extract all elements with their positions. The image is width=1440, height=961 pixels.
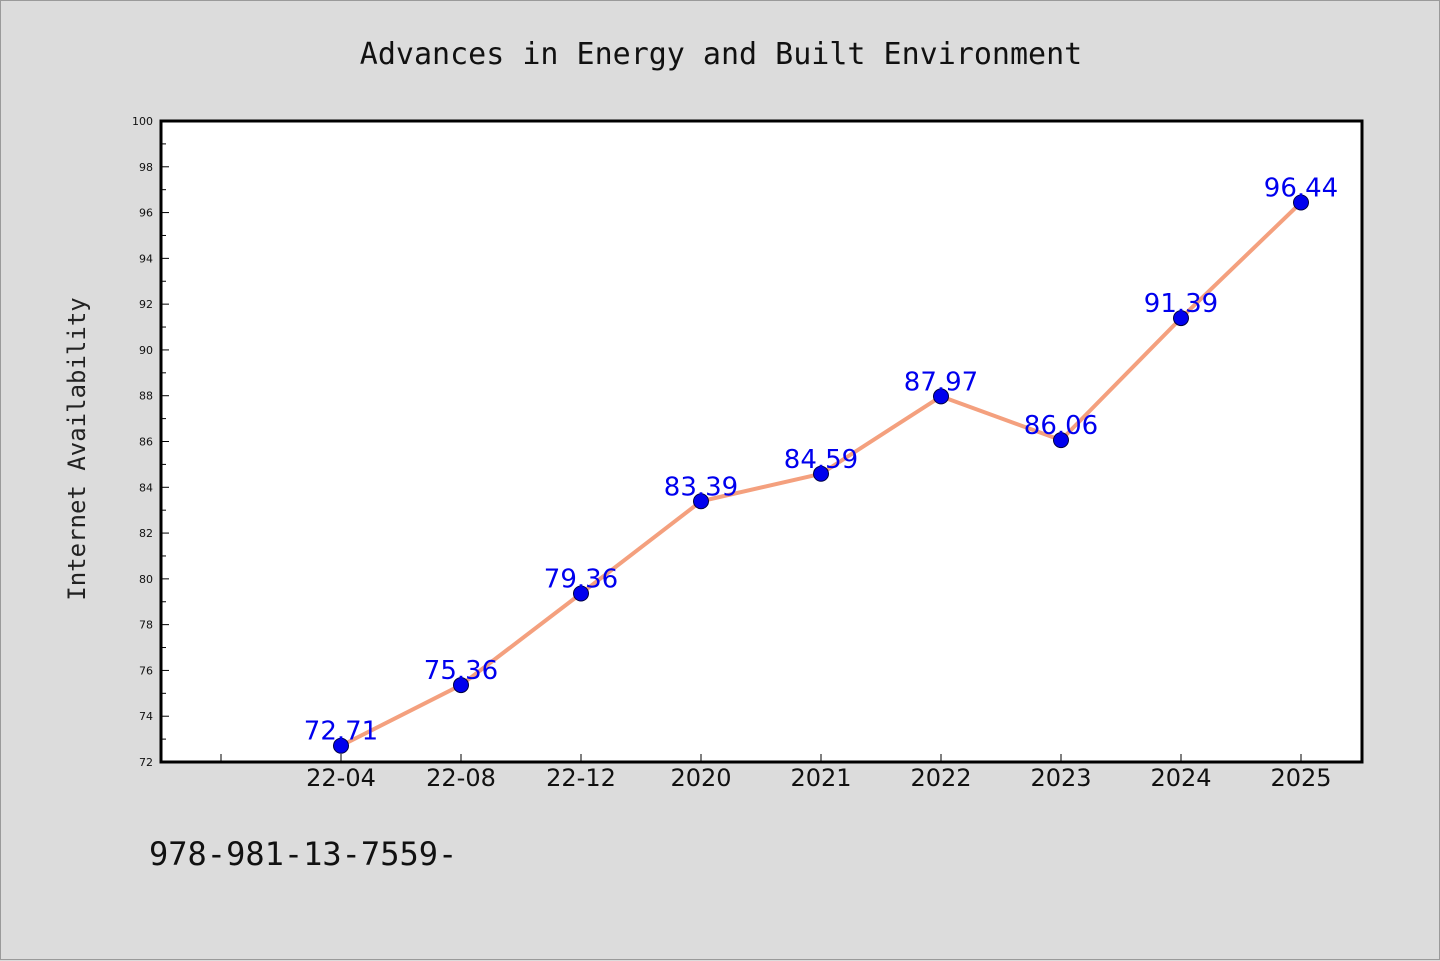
y-tick-label: 72 [139,756,153,769]
data-label: 72.71 [304,717,378,747]
y-tick-label: 94 [139,252,153,265]
y-tick-label: 92 [139,298,153,311]
data-point [813,465,829,482]
x-tick-label: 2024 [1150,764,1211,792]
series-group: 72.71 75.36 79.36 83.39 84.59 87.97 86.06 91.39… [304,173,1338,754]
plot-area [159,119,1364,764]
x-tick-label: 2021 [790,764,851,792]
data-point [333,737,349,754]
chart-title: Advances in Energy and Built Environment [360,37,1082,72]
y-tick-label: 86 [139,436,153,449]
data-label: 87.97 [904,367,978,397]
y-tick-label: 80 [139,573,153,586]
x-axis: 22-04 22-08 22-12 2020 2021 2022 2023 2024 2025 [220,754,1332,792]
data-point [453,677,469,694]
data-label: 79.36 [544,565,618,595]
data-point [1293,194,1309,211]
y-tick-label: 74 [139,710,153,723]
y-tick-label: 78 [139,619,153,632]
y-axis-label: Internet Availability [63,297,91,600]
data-point [1173,310,1189,327]
y-tick-label: 96 [139,207,153,220]
data-point [1053,432,1069,449]
y-tick-label: 88 [139,390,153,403]
data-label: 75.36 [424,656,498,686]
x-tick-label: 22-04 [306,764,376,792]
data-label: 84.59 [784,445,858,475]
y-axis: 72 74 76 78 80 82 84 86 88 90 92 94 96 98 100 [132,115,169,769]
y-tick-label: 84 [139,481,153,494]
data-label: 83.39 [664,472,738,502]
x-tick-label: 2022 [910,764,971,792]
x-tick-label: 2023 [1030,764,1091,792]
data-point [933,388,949,405]
y-tick-label: 98 [139,161,153,174]
footer-isbn-text: 978-981-13-7559- [149,835,457,873]
x-tick-label: 2025 [1270,764,1331,792]
y-tick-label: 82 [139,527,153,540]
y-tick-label: 90 [139,344,153,357]
x-tick-label: 22-08 [426,764,496,792]
y-tick-label: 76 [139,664,153,677]
data-label: 96.44 [1264,173,1338,203]
data-label: 86.06 [1024,411,1098,441]
data-point [573,585,589,602]
data-point [693,493,709,510]
data-label: 91.39 [1144,289,1218,319]
x-tick-label: 22-12 [546,764,616,792]
y-tick-label: 100 [132,115,153,128]
x-tick-label: 2020 [670,764,731,792]
